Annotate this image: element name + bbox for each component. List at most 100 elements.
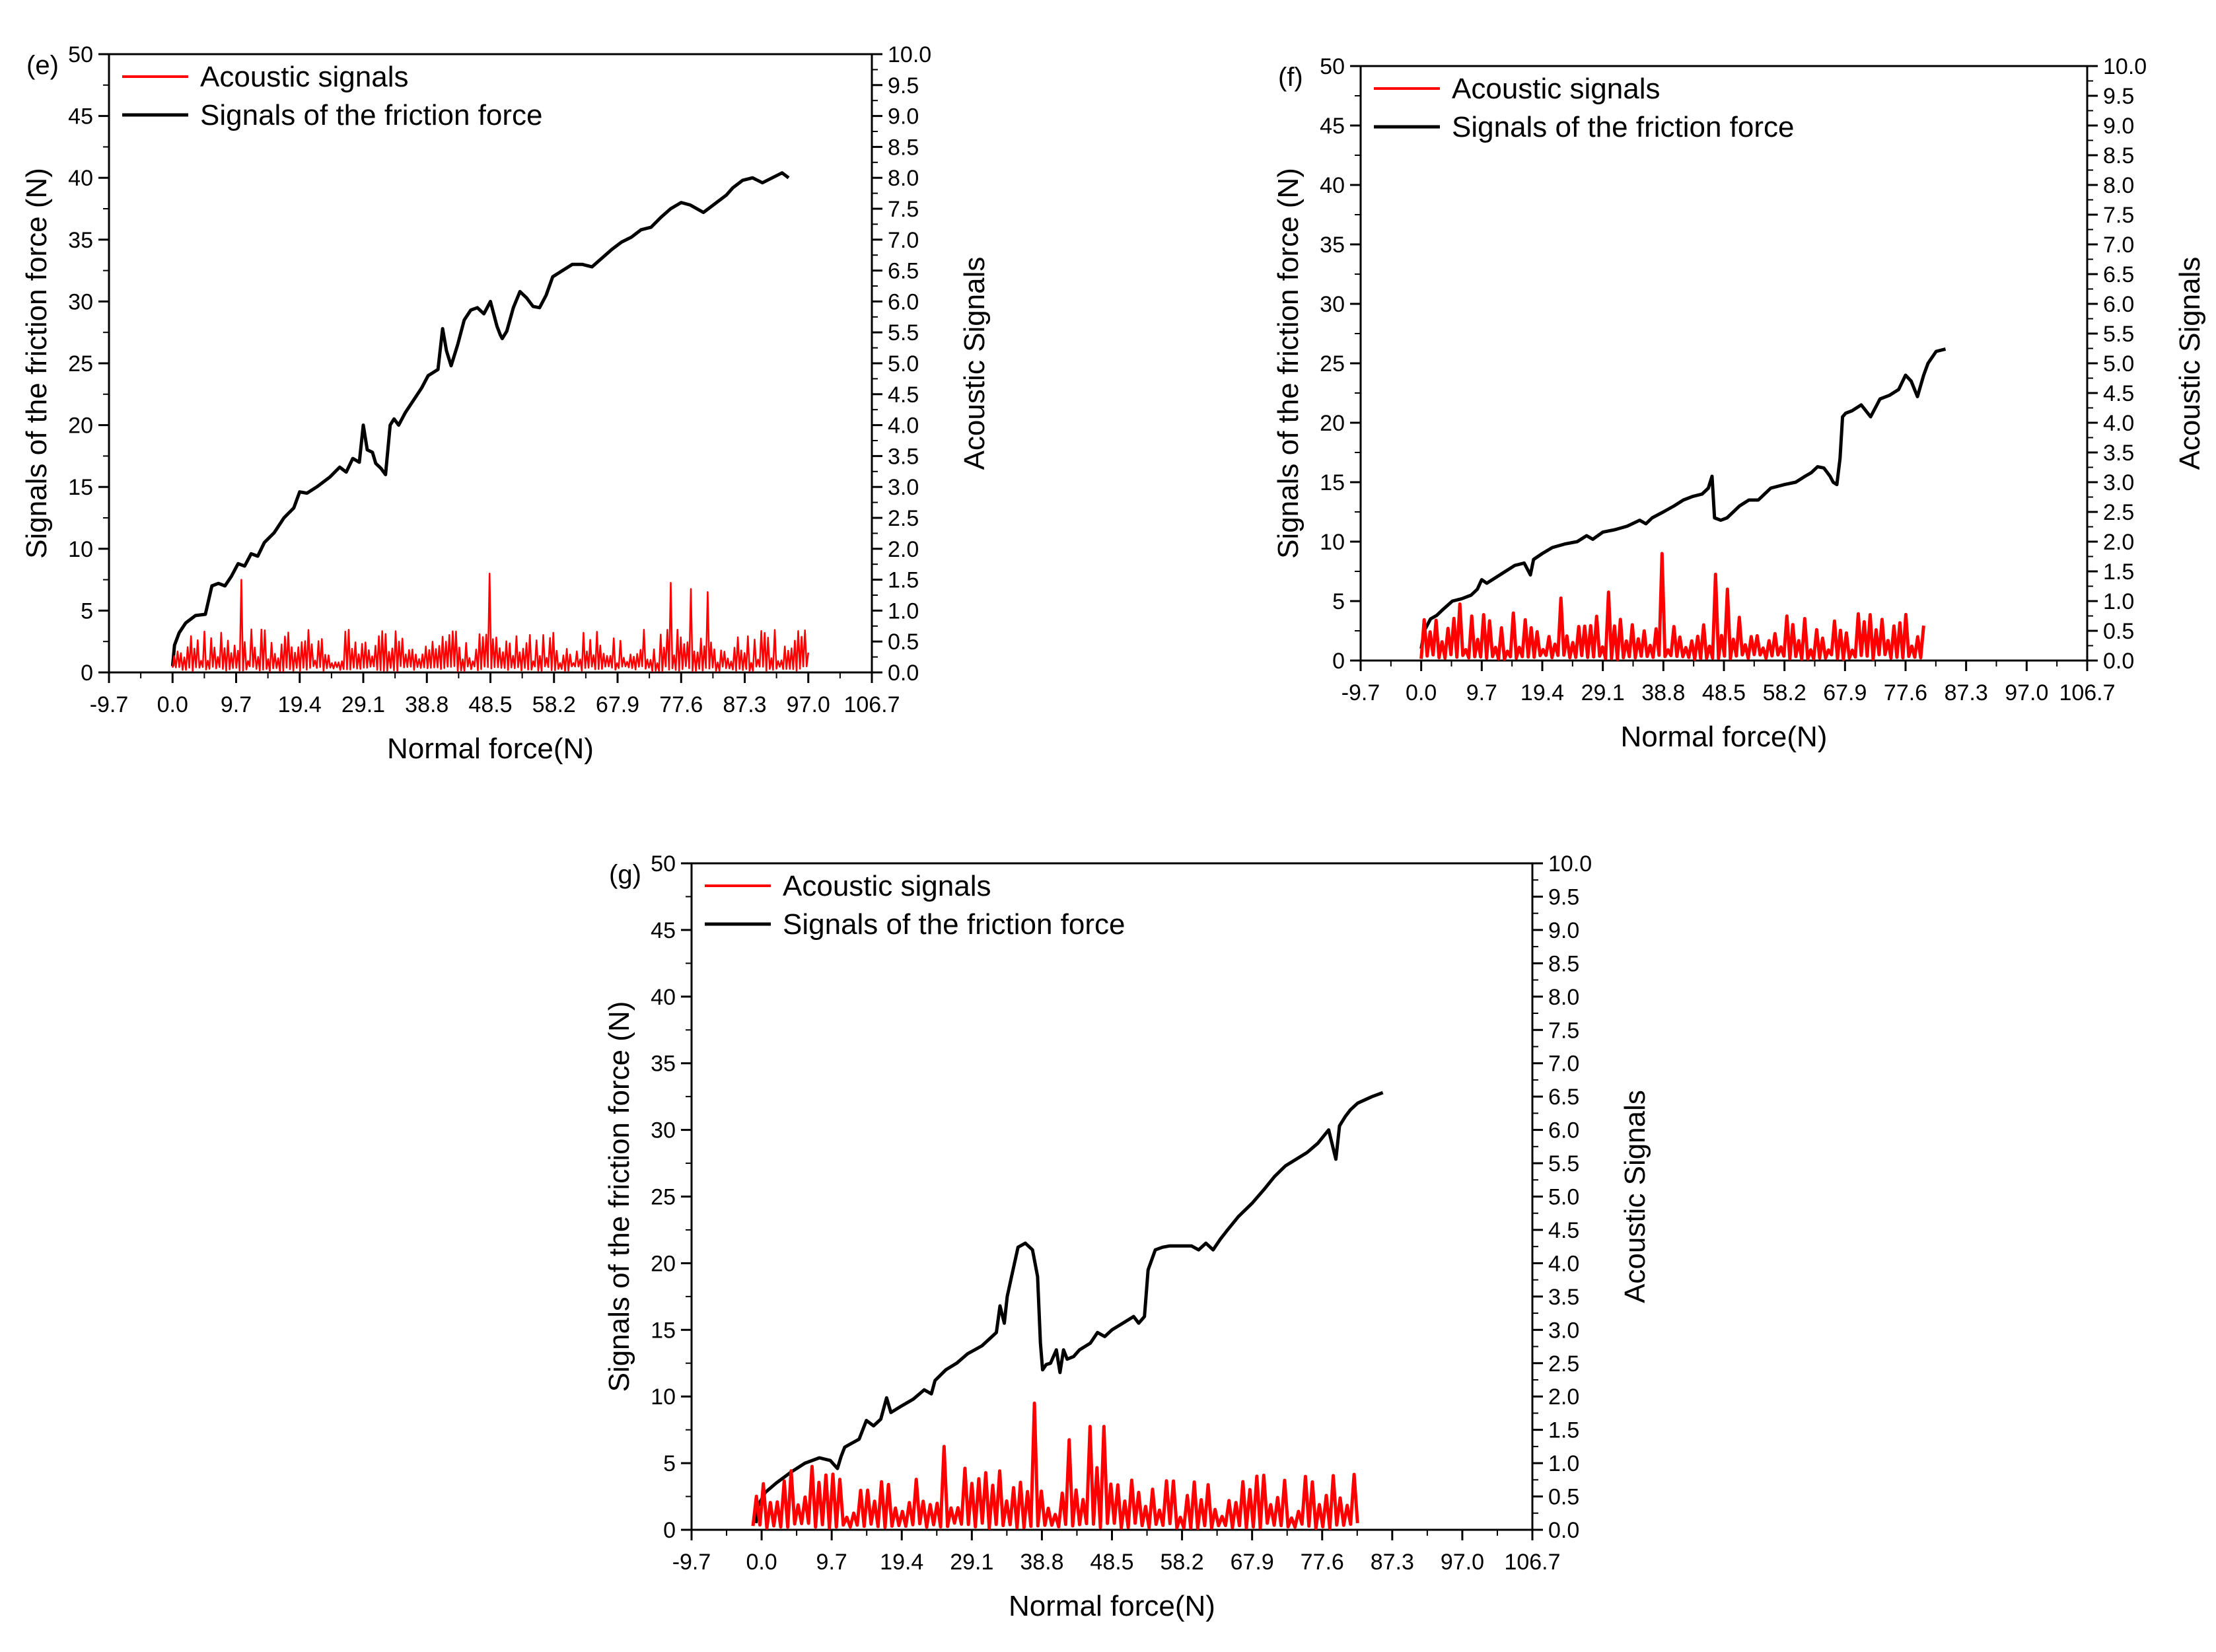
x-tick-label: 19.4: [1520, 680, 1564, 705]
legend: Acoustic signals Signals of the friction …: [122, 61, 542, 131]
y-tick-label: 30: [1320, 292, 1345, 317]
x-tick-label: 29.1: [341, 692, 385, 717]
y-tick-label: 30: [68, 289, 93, 314]
y2-tick-label: 9.5: [888, 73, 919, 98]
x-tick-label: -9.7: [1341, 680, 1380, 705]
y2-tick-label: 3.5: [2103, 441, 2134, 466]
x-axis-title: Normal force(N): [1009, 1590, 1215, 1622]
acoustic-signal-line: [172, 572, 810, 672]
y2-tick-label: 6.0: [888, 289, 919, 314]
y-tick-label: 10: [68, 537, 93, 562]
y2-tick-label: 7.5: [888, 197, 919, 222]
x-tick-label: 87.3: [1371, 1550, 1414, 1575]
x-tick-label: 67.9: [1823, 680, 1867, 705]
y-tick-label: 5: [1332, 589, 1345, 614]
y2-tick-label: 5.0: [2103, 351, 2134, 377]
y-tick-label: 0: [1332, 649, 1345, 674]
chart-panel-f: -9.7 0.0 9.7 19.4 29.1 38.8 48.5 58.2 67.9 77.6 87…: [1272, 54, 2206, 753]
y-tick-label: 10: [651, 1384, 676, 1410]
y2-tick-label: 0.0: [888, 661, 919, 686]
y2-tick-label: 4.0: [888, 413, 919, 439]
y-tick-label: 45: [651, 918, 676, 943]
y2-tick-label: 2.0: [888, 537, 919, 562]
y2-tick-label: 0.0: [1548, 1518, 1579, 1543]
y-tick-label: 25: [651, 1185, 676, 1210]
y2-tick-label: 3.5: [888, 444, 919, 469]
x-tick-label: 48.5: [468, 692, 512, 717]
y-tick-label: 40: [651, 985, 676, 1010]
y-tick-label: 45: [1320, 114, 1345, 139]
legend: Acoustic signals Signals of the friction …: [705, 870, 1125, 941]
y2-tick-label: 6.5: [2103, 262, 2134, 287]
x-tick-label: 106.7: [843, 692, 900, 717]
x-tick-label: 29.1: [950, 1550, 993, 1575]
x-tick-label: 0.0: [157, 692, 188, 717]
y-tick-label: 25: [68, 351, 93, 377]
y2-tick-label: 5.5: [2103, 322, 2134, 347]
x-tick-label: -9.7: [90, 692, 129, 717]
x-tick-label: 67.9: [1231, 1550, 1274, 1575]
y-tick-label: 50: [1320, 54, 1345, 79]
y-tick-label: 20: [651, 1251, 676, 1276]
y2-tick-label: 2.5: [2103, 500, 2134, 525]
x-tick-label: 0.0: [1406, 680, 1437, 705]
plot-frame: [690, 862, 1534, 1531]
y-axis-title: Signals of the friction force (N): [603, 1001, 635, 1392]
x-tick-label: 38.8: [1020, 1550, 1063, 1575]
y2-tick-label: 6.0: [1548, 1118, 1579, 1143]
y-tick-label: 50: [651, 851, 676, 877]
y2-tick-label: 3.0: [2103, 470, 2134, 495]
x-tick-label: 106.7: [1504, 1550, 1560, 1575]
legend-entry: Signals of the friction force: [783, 908, 1125, 941]
x-tick-label: -9.7: [672, 1550, 711, 1575]
plot-frame: [1359, 65, 2089, 662]
y2-tick-label: 5.5: [888, 320, 919, 345]
legend-entry: Signals of the friction force: [1452, 111, 1794, 143]
y-tick-label: 45: [68, 104, 93, 129]
y2-tick-label: 6.5: [1548, 1085, 1579, 1110]
x-tick-label: 97.0: [787, 692, 830, 717]
y2-tick-label: 9.0: [1548, 918, 1579, 943]
panel-label: (f): [1278, 63, 1303, 92]
y2-tick-label: 7.5: [1548, 1018, 1579, 1043]
y2-tick-label: 4.5: [888, 382, 919, 408]
y2-tick-label: 3.5: [1548, 1285, 1579, 1310]
x-tick-label: 97.0: [1441, 1550, 1484, 1575]
panel-label: (e): [26, 51, 59, 80]
y2-tick-label: 3.0: [1548, 1318, 1579, 1343]
legend-entry: Signals of the friction force: [200, 99, 542, 131]
y-tick-label: 35: [68, 228, 93, 253]
y2-tick-label: 8.0: [1548, 985, 1579, 1010]
y-tick-label: 0: [81, 661, 93, 686]
legend-entry: Acoustic signals: [1452, 73, 1660, 105]
y2-tick-label: 2.0: [2103, 530, 2134, 555]
y2-tick-label: 4.5: [1548, 1218, 1579, 1243]
y2-tick-label: 1.0: [2103, 589, 2134, 614]
y2-tick-label: 4.0: [2103, 411, 2134, 436]
y2-tick-label: 8.5: [2103, 143, 2134, 168]
y-tick-label: 40: [1320, 173, 1345, 198]
y-tick-label: 15: [68, 475, 93, 500]
y2-tick-label: 5.5: [1548, 1151, 1579, 1176]
y-tick-label: 20: [1320, 411, 1345, 436]
y-tick-label: 35: [1320, 233, 1345, 258]
y-axis-title: Signals of the friction force (N): [1272, 168, 1305, 559]
x-axis-title: Normal force(N): [387, 733, 594, 765]
y2-tick-label: 2.5: [1548, 1351, 1579, 1377]
x-tick-label: 38.8: [405, 692, 448, 717]
panel-label: (g): [609, 860, 641, 889]
chart-panel-e: -9.7 0.0 9.7 19.4 29.1 38.8 48.5 58.2 67.9 77.6 87…: [20, 42, 991, 765]
y2-tick-label: 0.5: [2103, 619, 2134, 644]
y-tick-label: 50: [68, 42, 93, 67]
y2-tick-label: 7.5: [2103, 203, 2134, 228]
y2-tick-label: 2.5: [888, 506, 919, 531]
y2-tick-label: 10.0: [2103, 54, 2147, 79]
y2-axis-title: Acoustic Signals: [958, 257, 991, 470]
x-tick-label: 77.6: [1884, 680, 1927, 705]
y2-tick-label: 0.0: [2103, 649, 2134, 674]
y2-tick-label: 4.5: [2103, 381, 2134, 406]
y2-tick-label: 6.0: [2103, 292, 2134, 317]
chart-panel-g: -9.7 0.0 9.7 19.4 29.1 38.8 48.5 58.2 67.9 77.6 87…: [603, 851, 1651, 1622]
friction-force-line: [754, 1091, 1384, 1524]
